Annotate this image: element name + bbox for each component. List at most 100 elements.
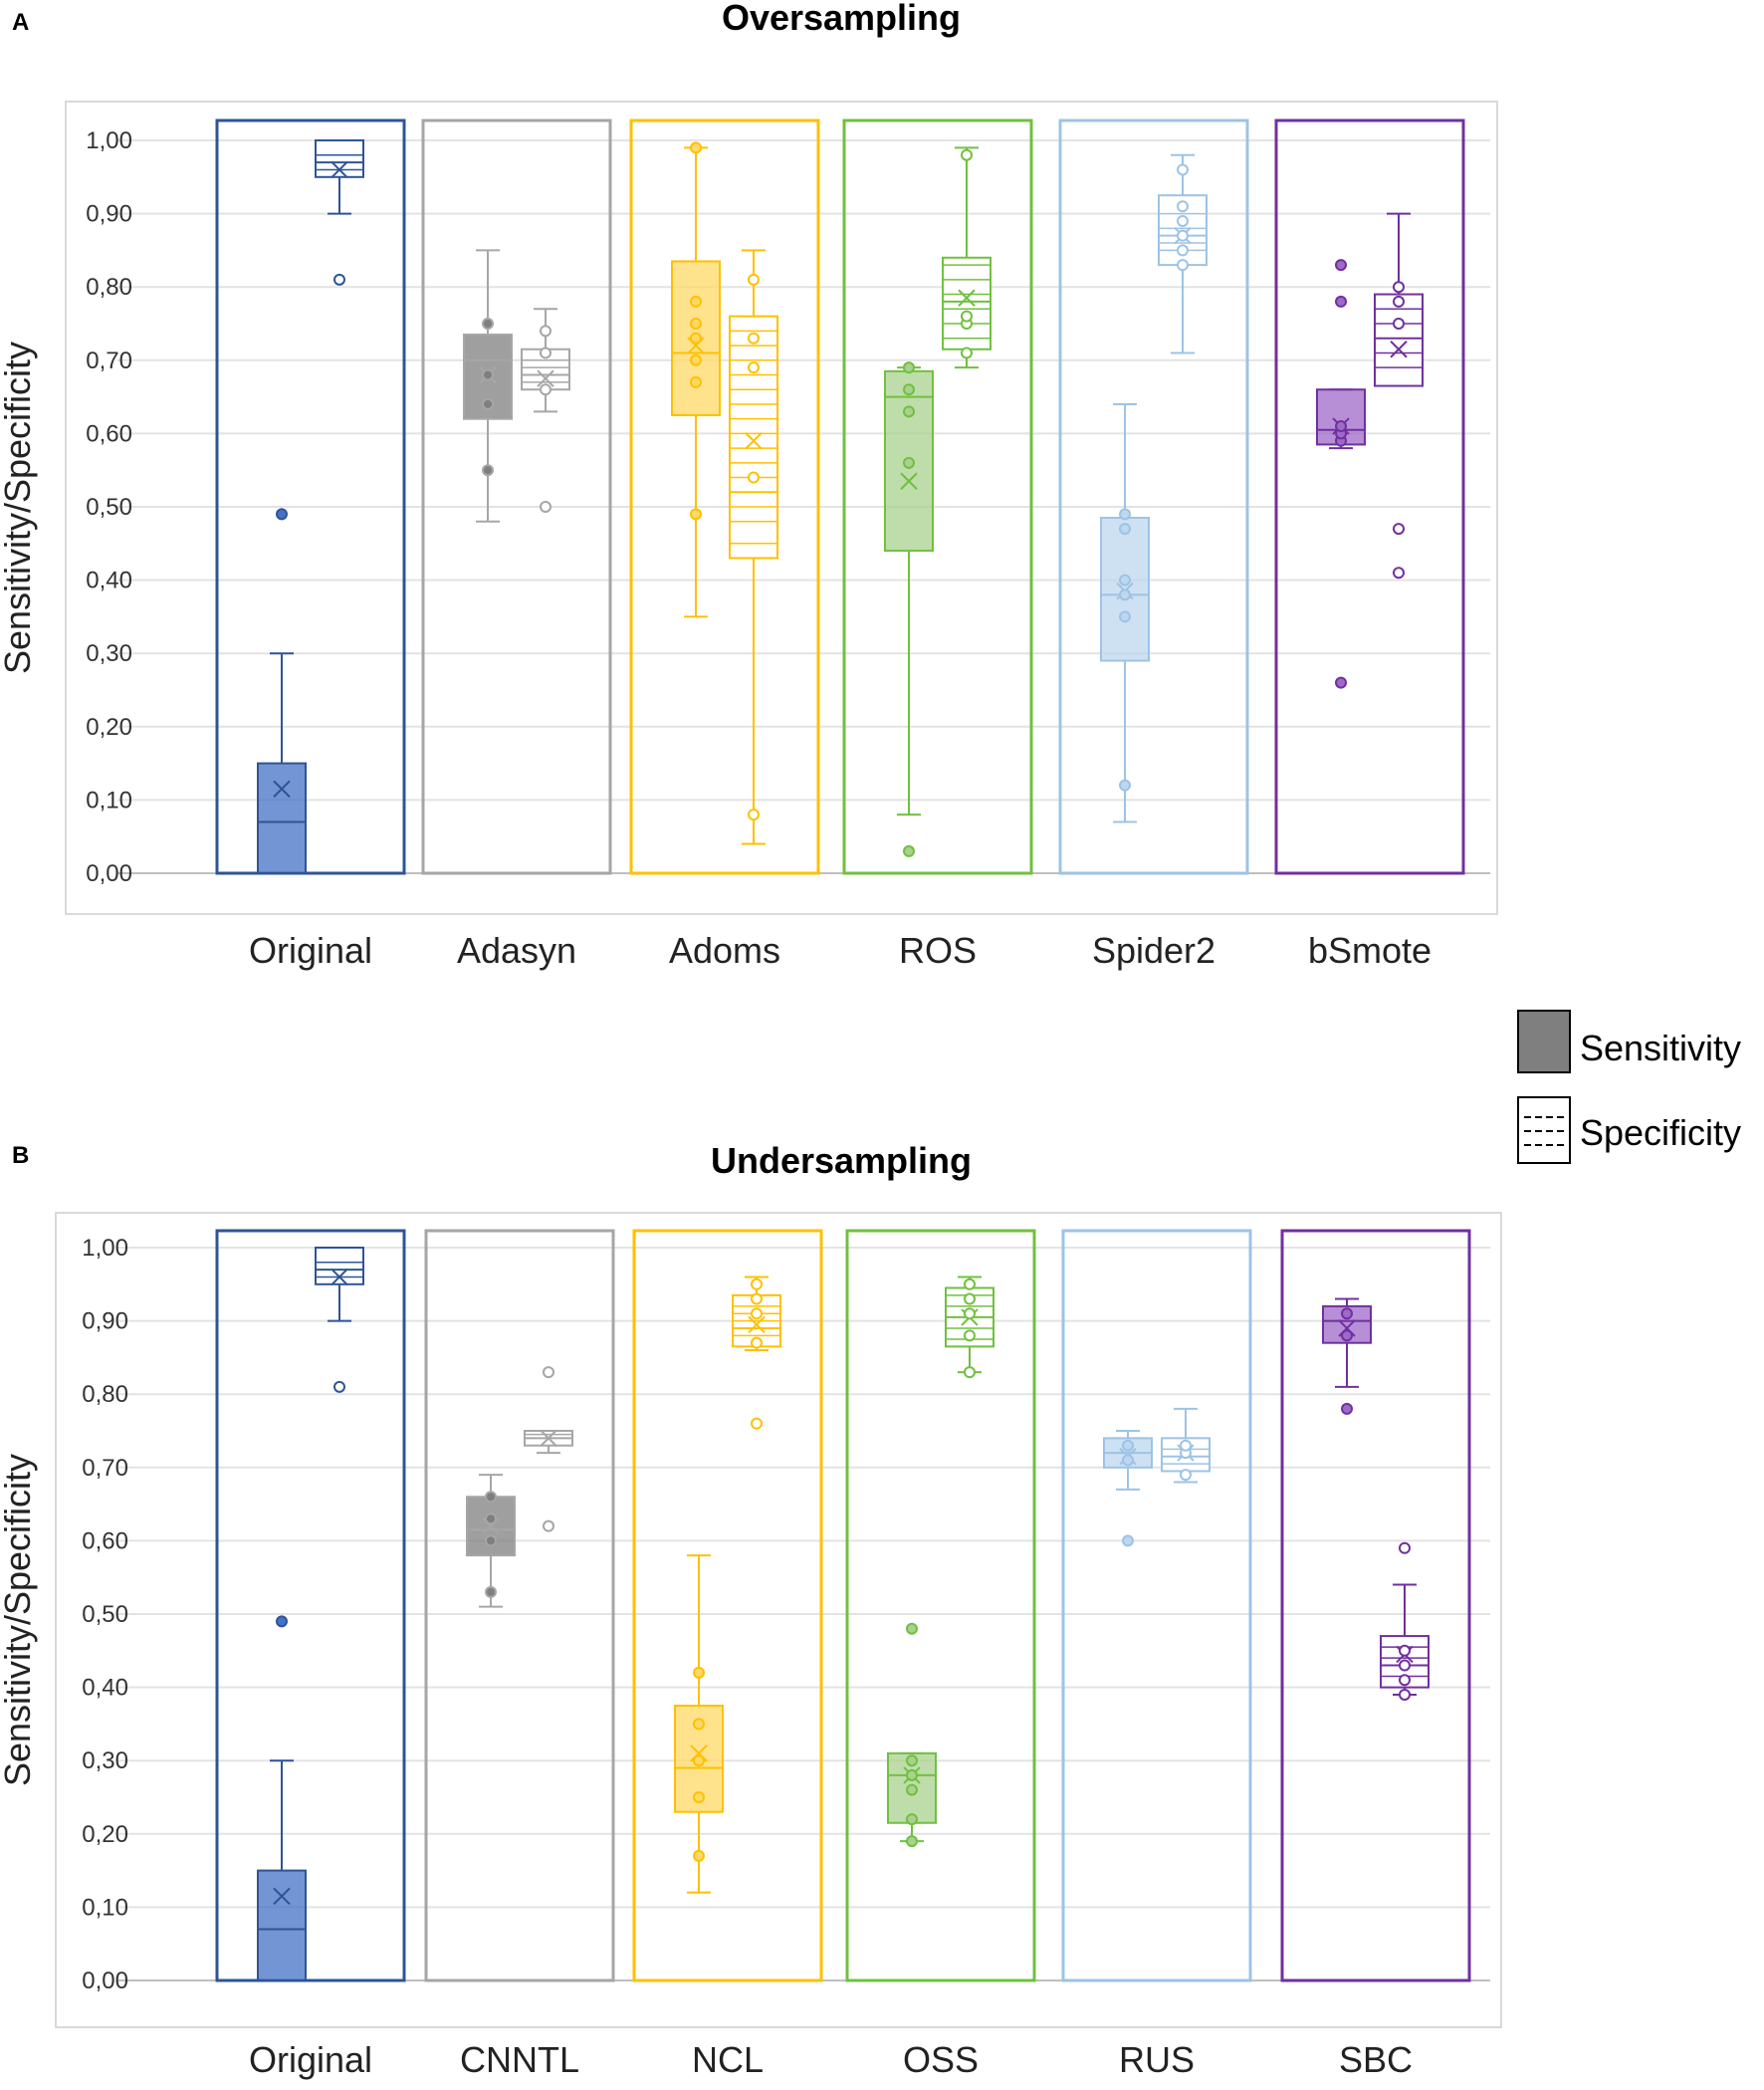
data-point [748,332,760,345]
x-tick-label: Adasyn [457,930,576,971]
data-point [1119,574,1131,586]
method-group-ros [842,118,1033,875]
data-point [482,397,494,410]
group-frame [1061,1229,1252,1982]
plot-area-border-b [55,1212,1502,2028]
data-point [333,1380,345,1393]
panel-oversampling: A Oversampling Sensitivity/Specificity 0… [0,0,1498,971]
specificity-box [945,1276,994,1379]
specificity-box [315,139,364,286]
data-point [1119,779,1131,792]
y-tick-label: 0,30 [86,640,132,667]
data-point [964,1366,976,1379]
y-tick-label: 0,80 [82,1381,128,1408]
y-tick-label: 0,90 [82,1308,128,1335]
data-point [1180,1469,1192,1482]
panel-label-b: B [12,1142,29,1169]
group-frame [845,1229,1036,1982]
mean-marker [540,1429,557,1448]
group-frame [1058,118,1249,875]
data-point [543,1519,554,1532]
data-point [485,1585,497,1598]
data-point [903,361,915,374]
group-frame [632,1229,823,1982]
chart-title-oversampling: Oversampling [722,0,961,38]
group-frame [421,118,612,875]
method-group-adasyn [421,118,612,875]
data-point [961,310,973,323]
sensitivity-box [466,1474,516,1608]
chart-title-undersampling: Undersampling [711,1140,972,1181]
specificity-box [524,1366,573,1532]
data-point [1341,1307,1353,1320]
data-point [1341,1402,1353,1415]
method-group-sbc [1280,1229,1471,1982]
data-point [276,1615,288,1628]
box-iqr-outline [1374,293,1424,387]
data-point [903,405,915,418]
data-point [751,1277,763,1290]
y-tick-label: 0,50 [82,1601,128,1628]
mean-marker [331,160,348,179]
data-point [1335,259,1347,272]
data-point [748,273,760,286]
mean-marker [273,1887,291,1906]
x-tick-label: SBC [1339,2039,1413,2080]
data-point [1122,1439,1134,1452]
sensitivity-box [257,1615,307,1981]
data-point [690,375,702,388]
data-point [693,1754,705,1767]
data-point [690,141,702,154]
specificity-box [1161,1407,1211,1484]
legend-swatch-sensitivity [1517,1010,1571,1073]
data-point [1177,244,1189,257]
data-point [1393,567,1405,580]
method-group-cnntl [424,1229,615,1982]
y-tick-label: 0,60 [82,1527,128,1554]
data-point [906,1835,918,1848]
data-point [540,325,551,338]
data-point [751,1336,763,1349]
data-point [903,456,915,469]
data-point [751,1292,763,1305]
y-tick-label: 0,10 [82,1894,128,1921]
method-group-original [215,1229,406,1982]
y-tick-label: 0,00 [82,1968,128,1994]
data-point [748,361,760,374]
data-point [690,295,702,308]
data-point [906,1754,918,1767]
y-tick-label: 0,10 [86,787,132,813]
specificity-box [942,146,992,369]
sensitivity-box [1316,259,1366,689]
y-tick-label: 0,80 [86,274,132,301]
data-point [961,347,973,359]
data-point [748,471,760,484]
group-frame [629,118,820,875]
y-tick-label: 1,00 [82,1235,128,1262]
data-point [964,1277,976,1290]
sensitivity-box [884,361,934,857]
data-point [482,464,494,477]
mean-marker [273,780,291,799]
data-point [1335,676,1347,689]
data-point [748,809,760,821]
y-tick-label: 0,90 [86,201,132,228]
method-group-ncl [632,1229,823,1982]
data-point [964,1329,976,1342]
sensitivity-box [887,1622,937,1848]
data-point [906,1768,918,1781]
y-tick-label: 0,20 [82,1821,128,1848]
data-point [906,1813,918,1826]
box-iqr-outline [942,256,992,350]
data-point [485,1534,497,1547]
data-point [1119,523,1131,536]
y-tick-labels-b: 0,00 0,10 0,20 0,30 0,40 0,50 0,60 0,70 0,80 0,90… [82,1235,128,1994]
data-point [1119,588,1131,601]
specificity-box [1158,153,1208,354]
data-point [1119,508,1131,521]
x-tick-label: CNNTL [460,2039,579,2080]
data-point [751,1307,763,1320]
sensitivity-box [671,141,721,618]
y-axis-label-a: Sensitivity/Specificity [0,342,38,674]
box-iqr-filled [257,1869,307,1981]
